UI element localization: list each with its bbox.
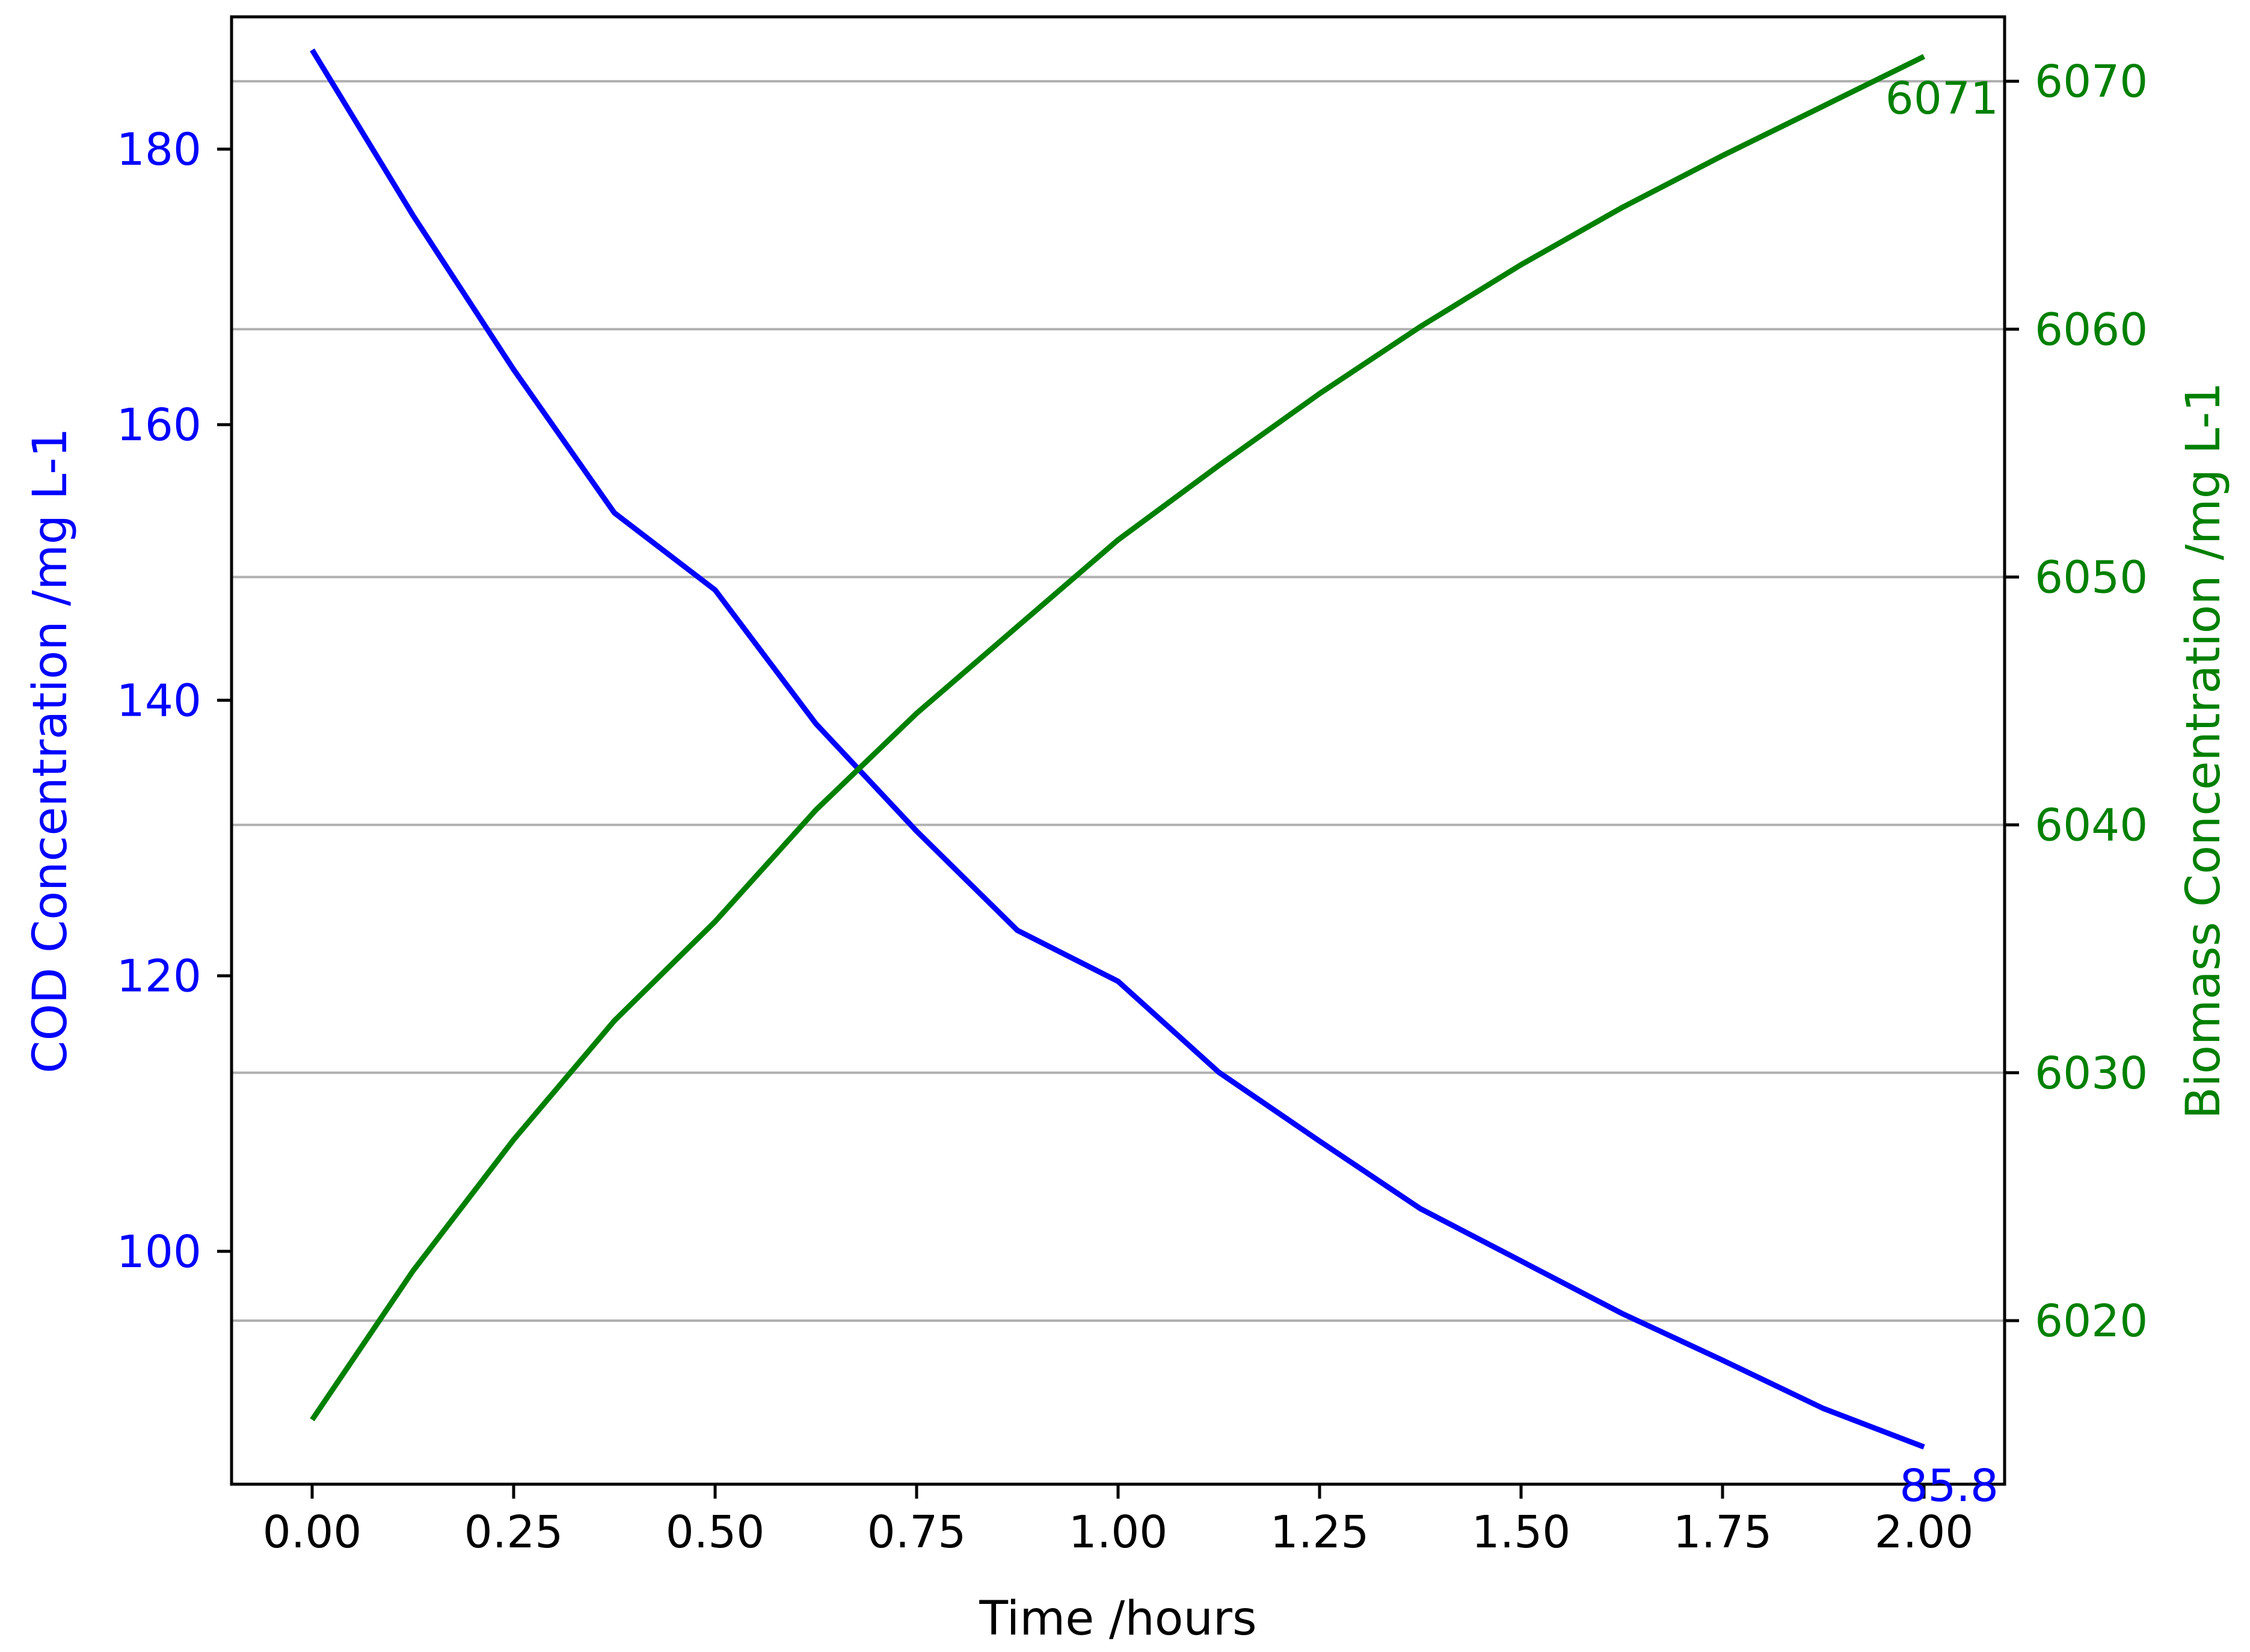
right-y-tick-label: 6070 <box>2035 56 2148 108</box>
right-y-tick-label: 6040 <box>2035 800 2148 852</box>
left-y-tick-label: 120 <box>117 951 201 1003</box>
x-tick-label: 0.25 <box>464 1506 564 1558</box>
x-tick-label: 2.00 <box>1875 1506 1974 1558</box>
cod-series-line <box>310 48 1925 1450</box>
plot-frame <box>230 15 2006 1486</box>
left-y-tick-label: 100 <box>117 1226 201 1278</box>
end-value-labels: 85.8 6071 <box>1886 73 1999 1512</box>
x-axis-ticks: 0.00 0.25 0.50 0.75 1.00 1.25 1.50 1.75 2.00 <box>263 1484 1974 1558</box>
x-tick-label: 0.75 <box>867 1506 967 1558</box>
biomass-end-value-label: 6071 <box>1886 73 1999 124</box>
x-tick-label: 0.00 <box>263 1506 362 1558</box>
left-y-tick-label: 140 <box>117 675 201 726</box>
right-y-axis-ticks: 6020 6030 6040 6050 6060 6070 <box>2005 56 2148 1347</box>
left-y-tick-label: 180 <box>117 124 201 176</box>
x-axis-label: Time /hours <box>979 1592 1256 1646</box>
x-tick-label: 1.25 <box>1270 1506 1369 1558</box>
biomass-series-line <box>310 54 1925 1422</box>
plot-lines <box>310 48 1925 1450</box>
left-y-axis-label: COD Concentration /mg L-1 <box>23 428 78 1073</box>
x-tick-label: 1.50 <box>1472 1506 1571 1558</box>
right-y-tick-label: 6020 <box>2035 1295 2148 1347</box>
gridlines <box>232 80 2005 1322</box>
right-y-tick-label: 6030 <box>2035 1048 2148 1099</box>
x-tick-label: 1.00 <box>1069 1506 1168 1558</box>
x-tick-label: 0.50 <box>666 1506 765 1558</box>
left-y-tick-label: 160 <box>117 399 201 451</box>
right-y-tick-label: 6050 <box>2035 551 2148 603</box>
cod-end-value-label: 85.8 <box>1899 1460 1999 1512</box>
right-y-axis-label: Biomass Concentration /mg L-1 <box>2177 382 2231 1119</box>
left-y-axis-ticks: 100 120 140 160 180 <box>117 124 232 1278</box>
x-tick-label: 1.75 <box>1673 1506 1772 1558</box>
right-y-tick-label: 6060 <box>2035 304 2148 355</box>
